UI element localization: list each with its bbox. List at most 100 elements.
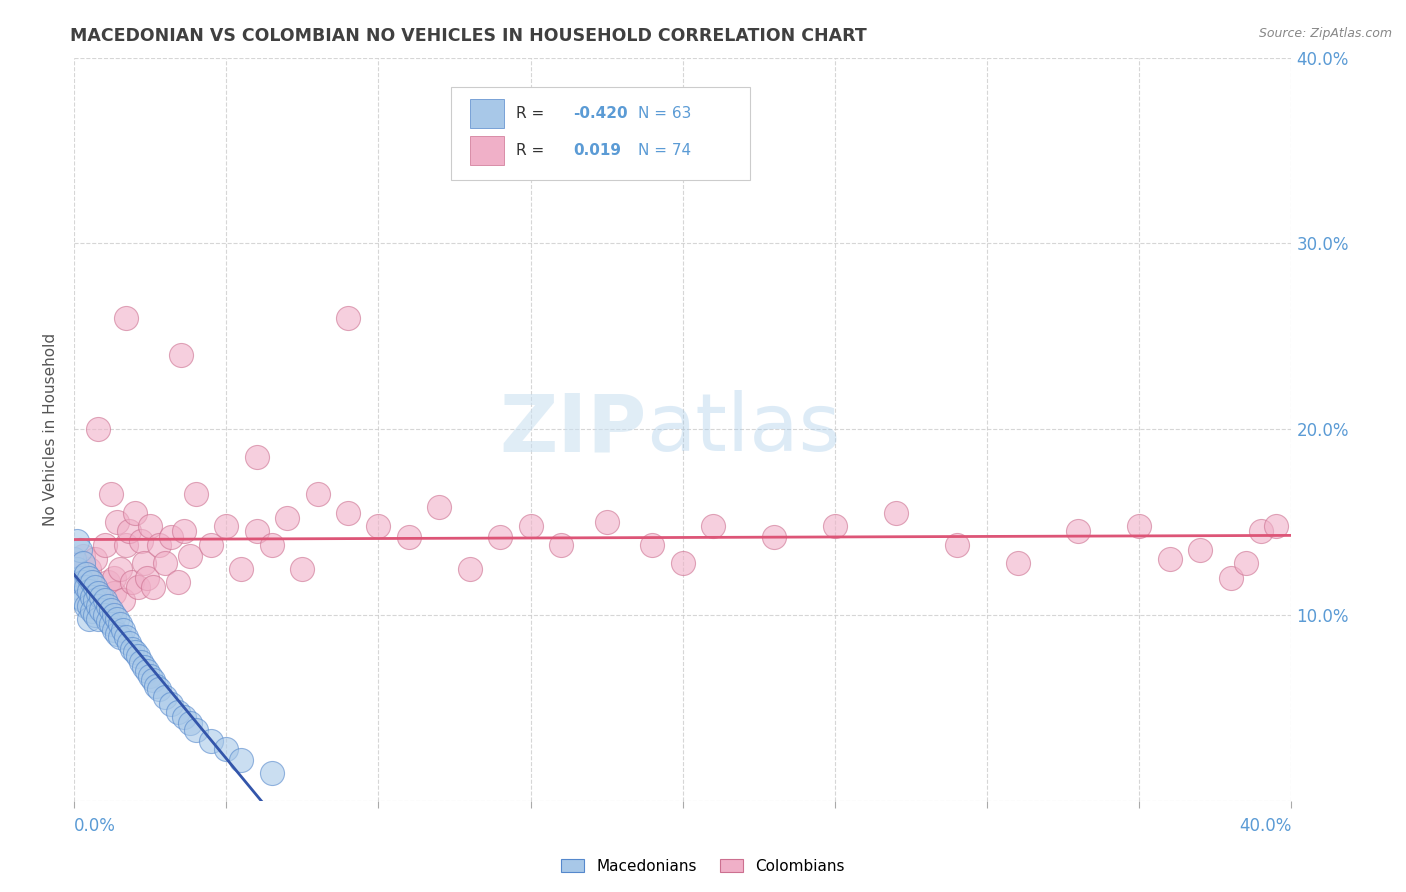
Point xyxy=(142,673,165,687)
Point xyxy=(184,723,207,738)
Text: 40.0%: 40.0% xyxy=(1239,817,1292,835)
Point xyxy=(132,660,155,674)
Point xyxy=(1159,552,1181,566)
Point xyxy=(367,519,389,533)
Point xyxy=(90,593,112,607)
Point xyxy=(108,617,131,632)
Point xyxy=(69,543,91,558)
Point xyxy=(127,580,149,594)
Point xyxy=(215,742,238,756)
Point xyxy=(103,623,125,637)
Point xyxy=(596,515,619,529)
Point xyxy=(1234,556,1257,570)
Point xyxy=(519,519,541,533)
Point xyxy=(63,571,86,585)
Point xyxy=(118,636,141,650)
Point xyxy=(66,556,89,570)
Point xyxy=(87,422,110,436)
Point xyxy=(75,580,97,594)
Point xyxy=(69,590,91,604)
Point xyxy=(489,530,512,544)
Point xyxy=(136,571,159,585)
Point xyxy=(97,599,120,613)
Point xyxy=(79,571,101,585)
Point xyxy=(160,530,183,544)
Point xyxy=(884,506,907,520)
Point xyxy=(114,537,136,551)
Point xyxy=(97,574,120,589)
Point xyxy=(139,519,162,533)
Point xyxy=(166,705,188,719)
Point xyxy=(1067,524,1090,539)
Point xyxy=(276,511,298,525)
Point xyxy=(1219,571,1241,585)
Point xyxy=(155,690,177,704)
Point xyxy=(231,753,253,767)
Point xyxy=(763,530,786,544)
Point xyxy=(93,608,115,623)
Point xyxy=(87,599,110,613)
Point xyxy=(69,571,91,585)
Point xyxy=(82,574,104,589)
Point xyxy=(66,580,89,594)
Point xyxy=(114,310,136,325)
Point xyxy=(90,590,112,604)
Text: -0.420: -0.420 xyxy=(574,106,628,121)
Point xyxy=(136,664,159,678)
Point xyxy=(672,556,695,570)
Point xyxy=(260,766,283,780)
Point xyxy=(105,515,128,529)
Point xyxy=(200,537,222,551)
Point xyxy=(72,556,94,570)
Legend: Macedonians, Colombians: Macedonians, Colombians xyxy=(555,853,851,880)
Text: MACEDONIAN VS COLOMBIAN NO VEHICLES IN HOUSEHOLD CORRELATION CHART: MACEDONIAN VS COLOMBIAN NO VEHICLES IN H… xyxy=(70,27,868,45)
Point xyxy=(641,537,664,551)
Point xyxy=(111,593,134,607)
Point xyxy=(108,631,131,645)
Point xyxy=(200,734,222,748)
Point xyxy=(246,524,269,539)
Point xyxy=(79,562,101,576)
Point xyxy=(82,574,104,589)
Point xyxy=(824,519,846,533)
Point xyxy=(87,586,110,600)
Point xyxy=(124,506,146,520)
Point xyxy=(121,641,143,656)
Point xyxy=(427,500,450,515)
Point xyxy=(97,614,120,628)
Point xyxy=(87,612,110,626)
Point xyxy=(458,562,481,576)
Point xyxy=(127,648,149,663)
Point xyxy=(398,530,420,544)
Point xyxy=(145,679,167,693)
Point xyxy=(1250,524,1272,539)
Point xyxy=(1265,519,1288,533)
Point xyxy=(550,537,572,551)
Point xyxy=(79,599,101,613)
Point xyxy=(66,533,89,548)
Point xyxy=(100,487,122,501)
Point xyxy=(87,586,110,600)
Point xyxy=(82,604,104,618)
Point xyxy=(111,623,134,637)
Point xyxy=(72,574,94,589)
Point xyxy=(148,682,170,697)
Point xyxy=(160,698,183,712)
Point xyxy=(118,524,141,539)
Point xyxy=(75,567,97,582)
Point xyxy=(72,549,94,563)
Point xyxy=(100,617,122,632)
Point xyxy=(179,715,201,730)
Point xyxy=(132,556,155,570)
Text: atlas: atlas xyxy=(647,391,841,468)
Point xyxy=(166,574,188,589)
Point xyxy=(246,450,269,465)
Point xyxy=(215,519,238,533)
Point xyxy=(231,562,253,576)
Point xyxy=(63,552,86,566)
Point xyxy=(75,580,97,594)
FancyBboxPatch shape xyxy=(470,136,503,165)
Point xyxy=(103,586,125,600)
Point xyxy=(79,612,101,626)
FancyBboxPatch shape xyxy=(451,87,749,180)
